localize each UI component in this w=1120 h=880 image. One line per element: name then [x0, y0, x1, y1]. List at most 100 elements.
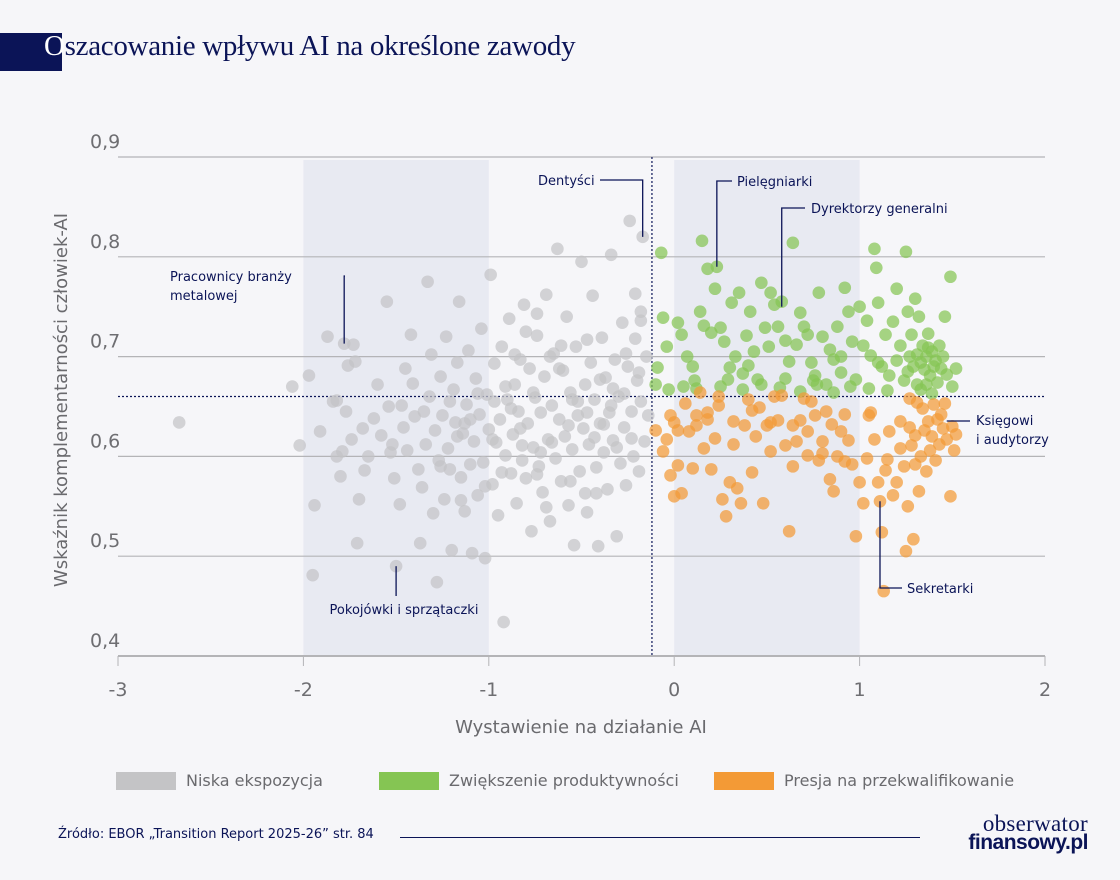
data-point [606, 382, 620, 395]
source-divider [400, 837, 920, 838]
data-point [656, 311, 670, 324]
data-point [623, 214, 637, 228]
data-point [443, 395, 457, 408]
data-point [921, 341, 935, 354]
annotation-leader-line [716, 180, 732, 267]
data-point [649, 424, 662, 437]
data-point [367, 412, 381, 425]
data-point [712, 399, 725, 412]
data-point [308, 499, 321, 512]
data-point [467, 435, 481, 448]
data-point [842, 434, 855, 447]
data-point [473, 408, 486, 421]
y-tick-label: 0,6 [90, 430, 120, 452]
legend-swatch-low-exposure [116, 771, 176, 790]
data-point [374, 429, 388, 442]
data-point [564, 475, 577, 488]
data-point [671, 424, 685, 437]
data-point [921, 327, 935, 340]
brand-logo: obserwator finansowy.pl [936, 812, 1088, 854]
data-point [428, 424, 442, 437]
x-tick-label: 1 [854, 679, 866, 701]
data-point [882, 425, 896, 438]
data-point [578, 378, 592, 391]
data-point [662, 383, 675, 396]
data-point [610, 529, 624, 543]
annotation-leader-line [600, 179, 644, 237]
data-point [712, 390, 725, 403]
data-point [779, 439, 792, 452]
data-point [412, 463, 425, 476]
data-point [825, 418, 839, 431]
data-point [634, 395, 648, 408]
data-point [350, 536, 364, 550]
data-point [519, 325, 533, 338]
data-point [638, 435, 651, 448]
title-accent-bar [0, 33, 62, 71]
data-point [632, 465, 646, 478]
data-point [539, 500, 553, 514]
data-point [649, 378, 662, 391]
data-point [779, 372, 792, 385]
legend-label: Presja na przekwalifikowanie [784, 771, 1015, 790]
data-point [923, 444, 937, 457]
data-point [552, 362, 566, 375]
data-point [426, 506, 440, 520]
data-point [452, 295, 466, 309]
data-point [908, 429, 922, 442]
data-point [862, 382, 876, 395]
data-point [727, 438, 740, 451]
data-point [779, 334, 792, 347]
data-point [881, 453, 894, 466]
data-point [701, 406, 714, 419]
data-point [526, 386, 540, 399]
data-point [423, 390, 436, 403]
data-point [625, 405, 638, 418]
data-point [577, 422, 590, 435]
data-point [565, 393, 579, 406]
annotation-label: Pielęgniarki [737, 175, 812, 190]
data-point [387, 472, 401, 485]
data-point [415, 481, 429, 494]
data-point [504, 467, 518, 480]
data-point [539, 288, 553, 302]
data-point [523, 362, 536, 375]
data-point [549, 452, 562, 465]
annotation-leader-line [879, 501, 902, 589]
data-point [619, 479, 633, 492]
data-point [745, 466, 759, 479]
data-point [172, 416, 186, 429]
annotations: Pracownicy branży metalowej Dentyści Pielęg… [170, 174, 1049, 618]
data-point [519, 472, 533, 485]
data-point [449, 416, 462, 429]
data-point [842, 305, 855, 318]
reference-lines [118, 157, 1045, 656]
data-point [690, 409, 703, 422]
data-point [558, 430, 572, 443]
data-point [844, 380, 857, 393]
data-point [534, 446, 548, 459]
data-point [890, 282, 903, 296]
data-point [771, 320, 785, 333]
data-point [901, 305, 915, 318]
logo-line2: finansowy.pl [968, 831, 1088, 854]
data-point [708, 282, 722, 296]
data-point [890, 476, 903, 489]
data-point [747, 345, 761, 358]
legend-item-reskilling: Presja na przekwalifikowanie [714, 771, 1014, 790]
x-tick-label: -3 [109, 679, 128, 701]
data-point [946, 380, 959, 393]
data-point [313, 425, 327, 438]
data-points [172, 214, 963, 629]
data-point [869, 261, 883, 275]
data-point [875, 525, 889, 539]
data-point [575, 255, 588, 269]
data-point [877, 584, 891, 598]
data-point [723, 361, 737, 374]
data-point [493, 413, 507, 426]
y-tick-label: 0,7 [90, 331, 120, 353]
data-point [499, 449, 512, 462]
data-point [610, 441, 624, 454]
data-point [938, 310, 952, 323]
